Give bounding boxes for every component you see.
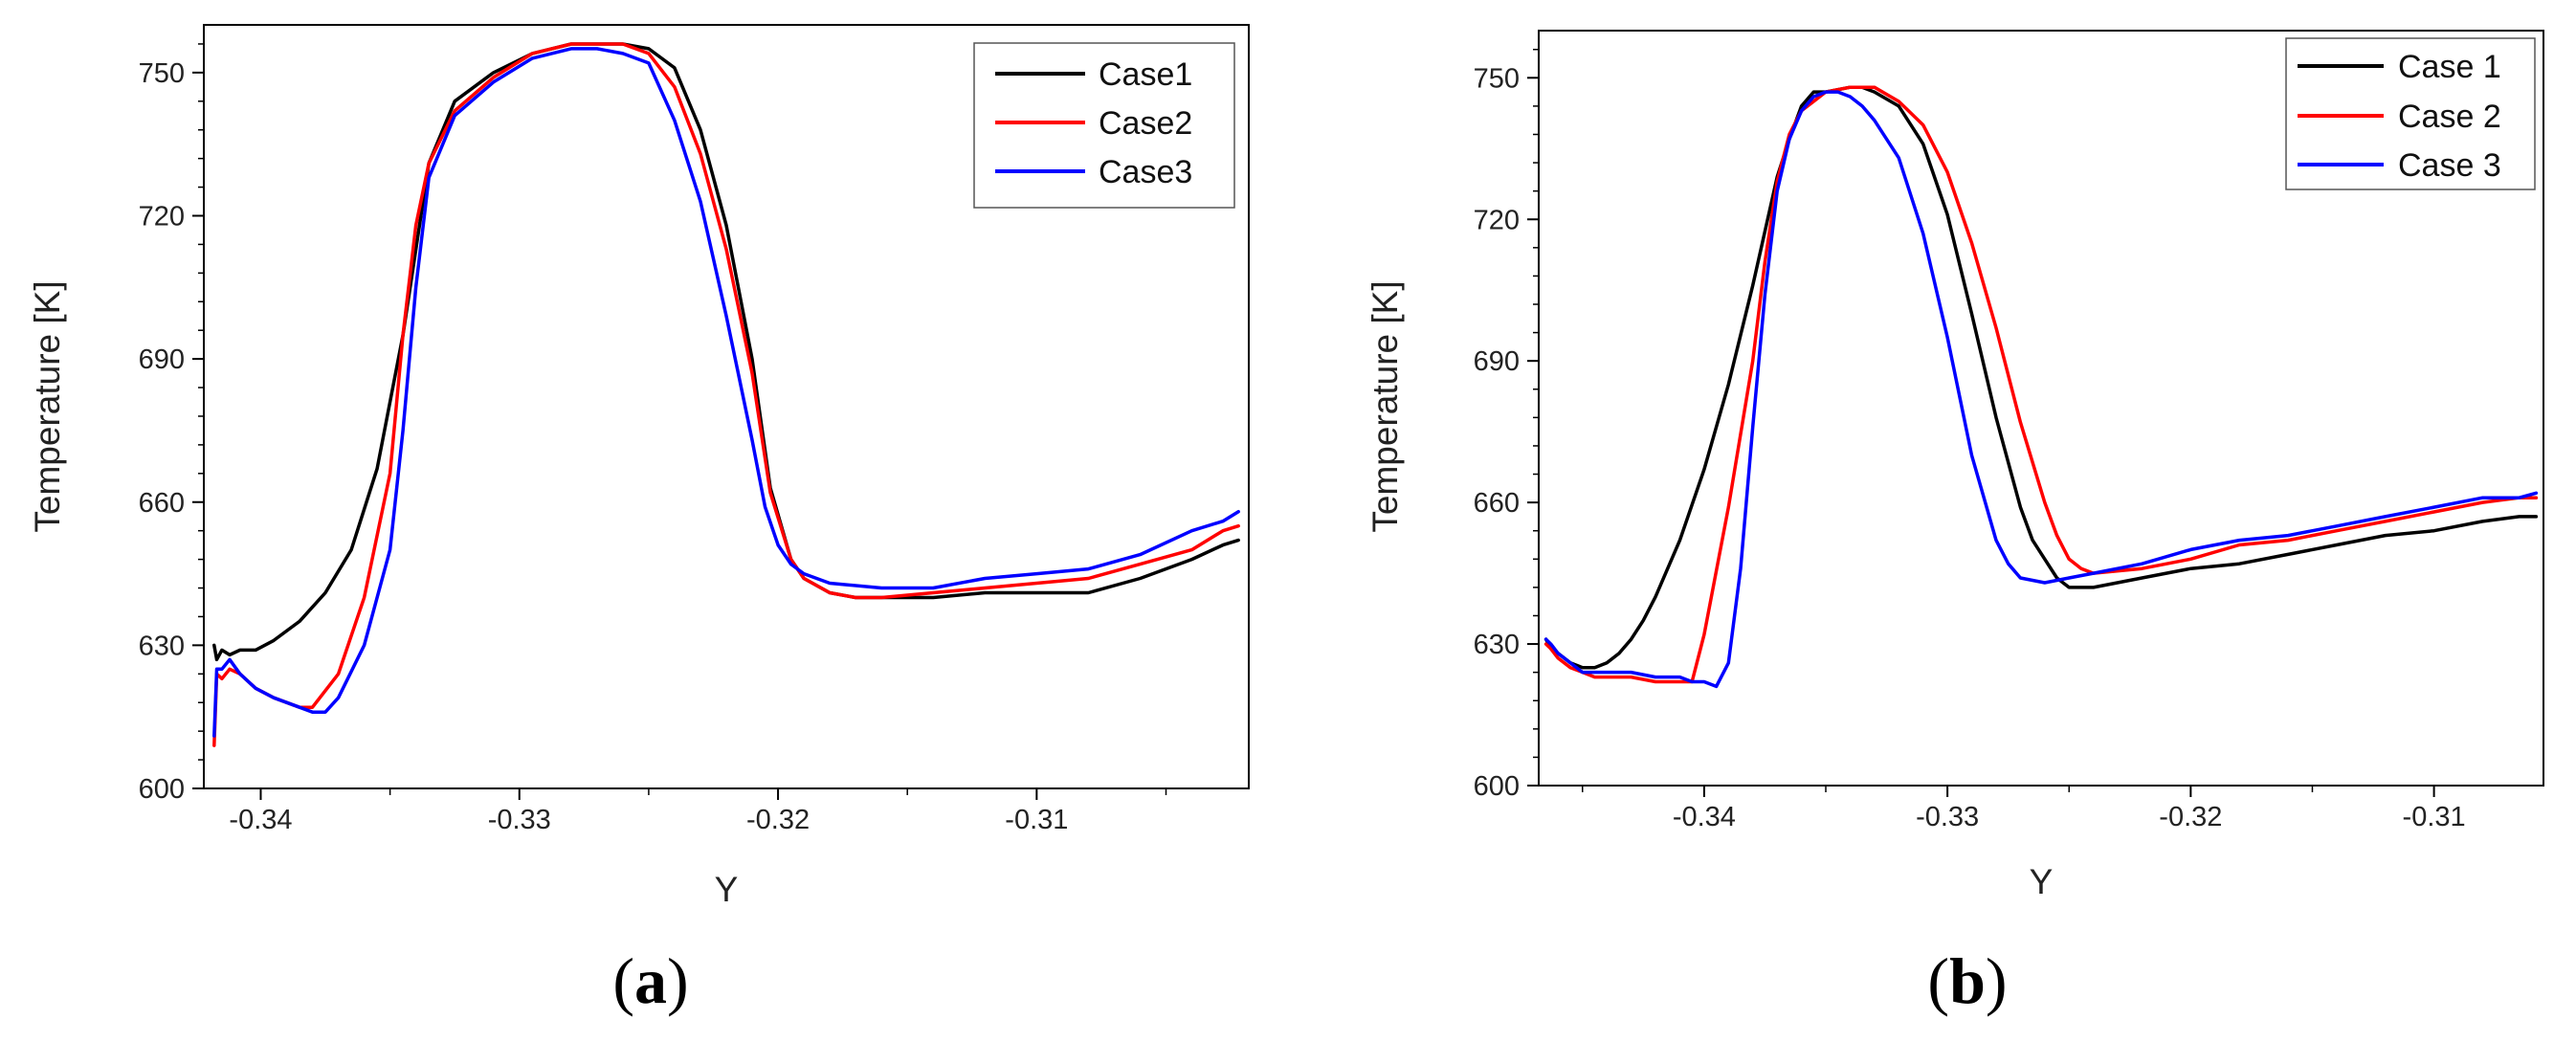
series-line-case-2 (1543, 85, 2539, 684)
x-tick-label: -0.34 (1673, 802, 1736, 832)
legend: Case 1 Case 2 Case 3 (2285, 37, 2536, 190)
x-tick-label: -0.34 (229, 805, 292, 835)
y-tick-labels: 600 630 660 690 720 750 (1474, 63, 1520, 802)
axis-ticks (192, 43, 1167, 800)
chart-panel-a: 600 630 660 690 720 750 -0.34 -0.33 -0.3… (28, 24, 1250, 1017)
y-tick-label: 690 (139, 344, 185, 375)
series-line-case3 (212, 47, 1240, 738)
series-line-case1 (212, 42, 1240, 662)
series-line-case-1 (1543, 85, 2539, 670)
x-tick-labels: -0.34 -0.33 -0.32 -0.31 (1673, 802, 2466, 832)
x-tick-label: -0.32 (746, 805, 810, 835)
y-tick-label: 630 (1474, 630, 1520, 660)
legend-label-case-1: Case 1 (2398, 49, 2501, 85)
panel-letter-a: a (634, 944, 667, 1017)
series-lines (212, 42, 1240, 747)
y-tick-label: 750 (139, 58, 185, 89)
legend-label-case2: Case2 (1099, 105, 1192, 142)
panel-label-a: (a) (612, 944, 688, 1017)
y-tick-label: 720 (1474, 205, 1520, 235)
legend: Case1 Case2 Case3 (973, 42, 1235, 209)
y-tick-label: 600 (1474, 771, 1520, 802)
legend-box (973, 42, 1235, 209)
legend-label-case3: Case3 (1099, 154, 1192, 190)
y-tick-label: 660 (1474, 488, 1520, 519)
x-tick-label: -0.33 (488, 805, 551, 835)
chart-panel-b: 600 630 660 690 720 750 -0.34 -0.33 -0.3… (1366, 30, 2544, 1017)
x-axis-title: Y (2030, 862, 2054, 901)
x-tick-label: -0.33 (1916, 802, 1979, 832)
axis-ticks (1527, 48, 2435, 797)
y-tick-label: 600 (139, 774, 185, 805)
x-tick-label: -0.31 (1005, 805, 1068, 835)
panel-letter-b: b (1949, 944, 1986, 1017)
y-tick-label: 720 (139, 202, 185, 233)
series-lines (1543, 85, 2539, 689)
x-tick-label: -0.32 (2159, 802, 2222, 832)
series-line-case-3 (1543, 90, 2539, 689)
x-tick-label: -0.31 (2403, 802, 2466, 832)
y-axis-title: Temperature [K] (28, 280, 67, 532)
y-tick-label: 630 (139, 631, 185, 661)
legend-label-case-3: Case 3 (2398, 147, 2501, 184)
legend-label-case1: Case1 (1099, 56, 1192, 93)
y-tick-label: 750 (1474, 63, 1520, 94)
y-tick-label: 690 (1474, 346, 1520, 377)
y-tick-label: 660 (139, 488, 185, 519)
y-tick-labels: 600 630 660 690 720 750 (139, 58, 185, 805)
y-axis-title: Temperature [K] (1366, 280, 1405, 532)
x-tick-labels: -0.34 -0.33 -0.32 -0.31 (229, 805, 1068, 835)
x-axis-title: Y (715, 870, 739, 909)
legend-label-case-2: Case 2 (2398, 99, 2501, 135)
panel-label-b: (b) (1927, 944, 2007, 1017)
